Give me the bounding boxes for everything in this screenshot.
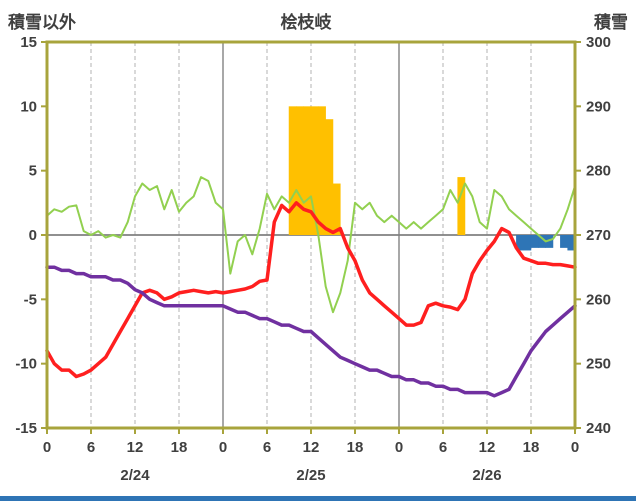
hour-tick-label: 18 (523, 439, 540, 456)
orange-bars-bar (288, 106, 297, 235)
blue-bars-bar (516, 235, 524, 251)
plot-frame (45, 40, 577, 430)
blue-bars-bar (560, 235, 568, 248)
red-line (45, 201, 577, 379)
left-tick-label: -5 (24, 291, 37, 308)
date-label: 2/24 (120, 467, 150, 484)
hour-tick-label: 18 (171, 439, 188, 456)
left-tick-label: -15 (15, 420, 37, 437)
orange-bars-bar (296, 106, 304, 235)
orange-bars-bar (318, 106, 326, 235)
station-title: 桧枝岐 (280, 13, 332, 32)
blue-bars-bar (545, 235, 554, 248)
hour-tick-label: 12 (127, 439, 144, 456)
blue-bars-bar (567, 235, 576, 251)
orange-bars-bar (310, 106, 319, 235)
left-tick-label: 10 (20, 98, 37, 115)
orange-bars-bar (457, 177, 466, 235)
purple-line (45, 265, 577, 398)
hour-tick-label: 12 (303, 439, 320, 456)
right-tick-label: 270 (586, 227, 611, 244)
hour-tick-label: 6 (439, 439, 447, 456)
left-axis-title: 積雪以外 (8, 13, 76, 32)
orange-bars-bar (332, 183, 341, 235)
orange-bars-bar (303, 106, 312, 235)
left-tick-label: 5 (29, 163, 37, 180)
right-tick-label: 260 (586, 291, 611, 308)
right-tick-label: 280 (586, 163, 611, 180)
right-tick-label: 290 (586, 98, 611, 115)
orange-bars-bar (325, 119, 334, 235)
date-label: 2/26 (472, 467, 501, 484)
right-axis-title: 積雪 (594, 13, 628, 32)
right-tick-label: 300 (586, 34, 611, 51)
left-tick-label: 0 (29, 227, 37, 244)
hour-tick-label: 18 (347, 439, 364, 456)
date-label: 2/25 (296, 467, 325, 484)
blue-bars-bar (523, 235, 532, 251)
hour-tick-label: 0 (571, 439, 579, 456)
green-line (46, 176, 576, 314)
hour-tick-label: 6 (87, 439, 95, 456)
hour-tick-label: 0 (43, 439, 51, 456)
hour-tick-label: 6 (263, 439, 271, 456)
blue-bars-bar (538, 235, 546, 248)
right-tick-label: 240 (586, 420, 611, 437)
hour-tick-label: 0 (395, 439, 403, 456)
right-tick-label: 250 (586, 356, 611, 373)
left-tick-label: -10 (15, 356, 37, 373)
left-tick-label: 15 (20, 34, 37, 51)
hour-tick-label: 0 (219, 439, 227, 456)
hour-tick-label: 12 (479, 439, 496, 456)
window-edge-strip (0, 496, 636, 501)
blue-bars-bar (530, 235, 539, 248)
